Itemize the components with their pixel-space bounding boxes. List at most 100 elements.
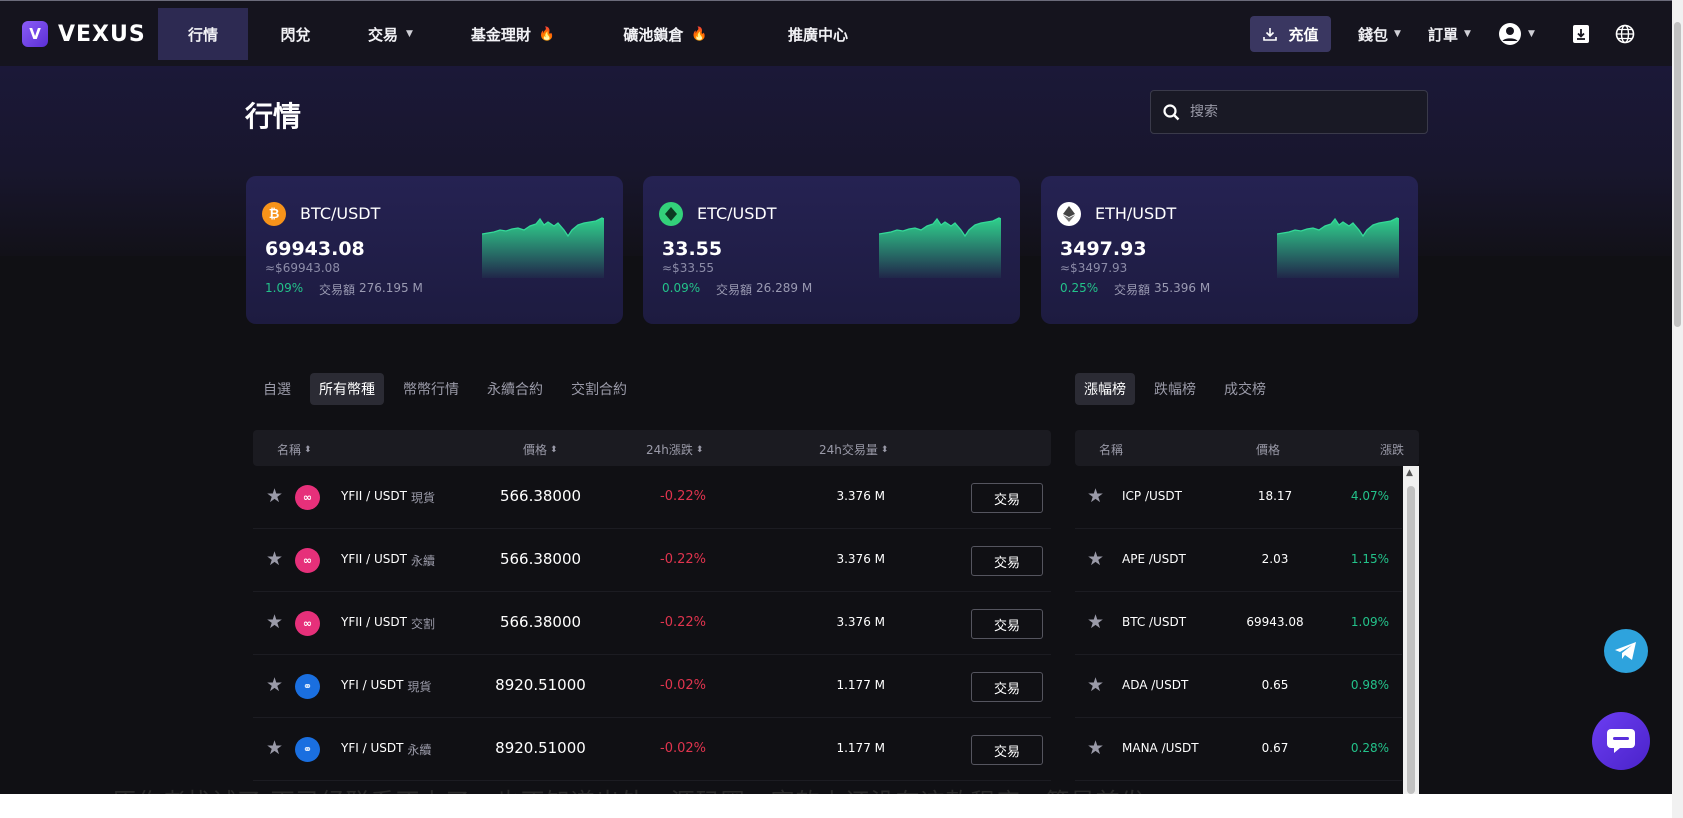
- market-table-header: 名稱 ⬍ 價格 ⬍ 24h漲跌 ⬍ 24h交易量 ⬍: [253, 430, 1051, 466]
- sort-by-price[interactable]: 價格 ⬍: [523, 441, 558, 458]
- change: -0.02%: [660, 741, 706, 756]
- nav-item-mining[interactable]: 礦池鎖倉 🔥: [588, 8, 743, 60]
- pair-label: YFII / USDT: [341, 615, 407, 629]
- pair-name: ADA /USDT: [1122, 678, 1189, 692]
- table-row[interactable]: ★ ⚭ YFI / USDT 現貨 8920.51000 -0.02% 1.177…: [253, 655, 1051, 718]
- main-nav: 行情 閃兌 交易 ▼ 基金理財 🔥 礦池鎖倉 🔥 推廣中心: [158, 8, 893, 60]
- price: 0.65: [1261, 678, 1289, 692]
- tab-losers[interactable]: 跌幅榜: [1154, 382, 1196, 398]
- ranking-table-header: 名稱 價格 漲跌: [1075, 430, 1419, 466]
- star-icon[interactable]: ★: [266, 611, 284, 633]
- market-kind: 永續: [407, 743, 432, 757]
- star-icon[interactable]: ★: [1087, 548, 1105, 570]
- scroll-up-icon[interactable]: ▲: [1406, 468, 1413, 478]
- ranking-row[interactable]: ★ MANA /USDT 0.67 0.28%: [1075, 718, 1402, 781]
- tab-all-coins[interactable]: 所有幣種: [310, 373, 384, 405]
- trade-button[interactable]: 交易: [971, 672, 1043, 702]
- nav-item-referral[interactable]: 推廣中心: [743, 8, 893, 60]
- market-kind: 交割: [410, 617, 435, 631]
- card-price: 3497.93: [1060, 238, 1147, 260]
- price: 2.03: [1261, 552, 1289, 566]
- ranking-row[interactable]: ★ ICP /USDT 18.17 4.07%: [1075, 466, 1402, 529]
- market-card-eth[interactable]: ETH/USDT 3497.93 ≈$3497.93 0.25% 交易額 35.3…: [1041, 176, 1418, 324]
- tab-volume[interactable]: 成交榜: [1224, 382, 1266, 398]
- trade-button[interactable]: 交易: [971, 546, 1043, 576]
- trade-button[interactable]: 交易: [971, 609, 1043, 639]
- table-row[interactable]: ★ ∞ YFII / USDT 現貨 566.38000 -0.22% 3.376…: [253, 466, 1051, 529]
- table-row[interactable]: ★ ⚭ YFI / USDT 永續 8920.51000 -0.02% 1.177…: [253, 718, 1051, 781]
- sort-by-change[interactable]: 24h漲跌 ⬍: [646, 441, 703, 458]
- price: 18.17: [1257, 489, 1293, 503]
- app-download-icon[interactable]: [1568, 21, 1594, 47]
- pair-label: YFII / USDT: [341, 552, 407, 566]
- chevron-down-icon: ▼: [1528, 29, 1535, 39]
- card-volume: 交易額 35.396 M: [1114, 281, 1210, 298]
- star-icon[interactable]: ★: [1087, 737, 1105, 759]
- market-kind: 現貨: [410, 491, 435, 505]
- star-icon[interactable]: ★: [266, 674, 284, 696]
- globe-icon[interactable]: [1612, 21, 1638, 47]
- trade-button[interactable]: 交易: [971, 483, 1043, 513]
- market-card-btc[interactable]: ₿ BTC/USDT 69943.08 ≈$69943.08 1.09% 交易額…: [246, 176, 623, 324]
- pair-name: YFI / USDT 永續: [341, 741, 431, 758]
- nav-item-fund[interactable]: 基金理財 🔥: [438, 8, 588, 60]
- sort-by-volume[interactable]: 24h交易量 ⬍: [819, 441, 888, 458]
- volume: 1.177 M: [836, 741, 885, 755]
- orders-label: 訂單: [1428, 25, 1459, 44]
- brand-logo[interactable]: V VEXUS: [22, 21, 146, 47]
- card-approx-price: ≈$33.55: [662, 261, 715, 275]
- header-label: 價格: [523, 443, 548, 457]
- nav-label: 礦池鎖倉: [623, 25, 684, 44]
- tab-delivery[interactable]: 交割合約: [571, 382, 627, 398]
- trade-button[interactable]: 交易: [971, 735, 1043, 765]
- fire-icon: 🔥: [691, 26, 708, 42]
- tab-spot[interactable]: 幣幣行情: [403, 382, 459, 398]
- telegram-button[interactable]: [1604, 629, 1648, 673]
- tab-favorites[interactable]: 自選: [263, 382, 291, 398]
- ranking-scrollbar[interactable]: ▲: [1403, 466, 1419, 794]
- sort-icon: ⬍: [550, 444, 558, 455]
- ranking-row[interactable]: ★ APE /USDT 2.03 1.15%: [1075, 529, 1402, 592]
- scrollbar-thumb[interactable]: [1674, 22, 1681, 327]
- market-card-etc[interactable]: ETC/USDT 33.55 ≈$33.55 0.09% 交易額 26.289 M: [643, 176, 1020, 324]
- page-title: 行情: [245, 100, 302, 133]
- page-scrollbar[interactable]: [1672, 0, 1683, 818]
- deposit-label: 充值: [1288, 25, 1319, 44]
- scrollbar-thumb[interactable]: [1407, 486, 1415, 794]
- star-icon[interactable]: ★: [266, 737, 284, 759]
- table-row[interactable]: ★ ∞ YFII / USDT 永續 566.38000 -0.22% 3.376…: [253, 529, 1051, 592]
- star-icon[interactable]: ★: [266, 548, 284, 570]
- search-box[interactable]: [1150, 90, 1428, 134]
- star-icon[interactable]: ★: [1087, 674, 1105, 696]
- price: 8920.51000: [495, 739, 586, 757]
- header-label: 24h交易量: [819, 443, 878, 457]
- price: 566.38000: [499, 550, 582, 568]
- tab-gainers[interactable]: 漲幅榜: [1075, 373, 1135, 405]
- chat-button[interactable]: [1592, 712, 1650, 770]
- deposit-button[interactable]: 充值: [1250, 16, 1331, 52]
- telegram-icon: [1615, 642, 1636, 660]
- table-row[interactable]: ★ ∞ YFII / USDT 交割 566.38000 -0.22% 3.376…: [253, 592, 1051, 655]
- star-icon[interactable]: ★: [1087, 485, 1105, 507]
- card-volume: 交易額 276.195 M: [319, 281, 423, 298]
- orders-menu[interactable]: 訂單 ▼: [1428, 16, 1471, 52]
- search-input[interactable]: [1190, 104, 1410, 120]
- nav-item-swap[interactable]: 閃兌: [248, 8, 343, 60]
- price: 69943.08: [1246, 615, 1304, 629]
- wallet-menu[interactable]: 錢包 ▼: [1358, 16, 1401, 52]
- pair-name: YFII / USDT 現貨: [341, 489, 435, 506]
- card-change: 0.25%: [1060, 281, 1099, 295]
- star-icon[interactable]: ★: [1087, 611, 1105, 633]
- ranking-row[interactable]: ★ BTC /USDT 69943.08 1.09%: [1075, 592, 1402, 655]
- nav-label: 閃兌: [280, 25, 311, 44]
- account-menu[interactable]: ▼: [1498, 16, 1535, 52]
- tab-perpetual[interactable]: 永續合約: [487, 382, 543, 398]
- nav-item-market[interactable]: 行情: [158, 8, 248, 60]
- ranking-row[interactable]: ★ ADA /USDT 0.65 0.98%: [1075, 655, 1402, 718]
- nav-item-trade[interactable]: 交易 ▼: [343, 8, 438, 60]
- chevron-down-icon: ▼: [1464, 29, 1471, 39]
- sort-by-name[interactable]: 名稱 ⬍: [277, 441, 312, 458]
- star-icon[interactable]: ★: [266, 485, 284, 507]
- card-change: 0.09%: [662, 281, 701, 295]
